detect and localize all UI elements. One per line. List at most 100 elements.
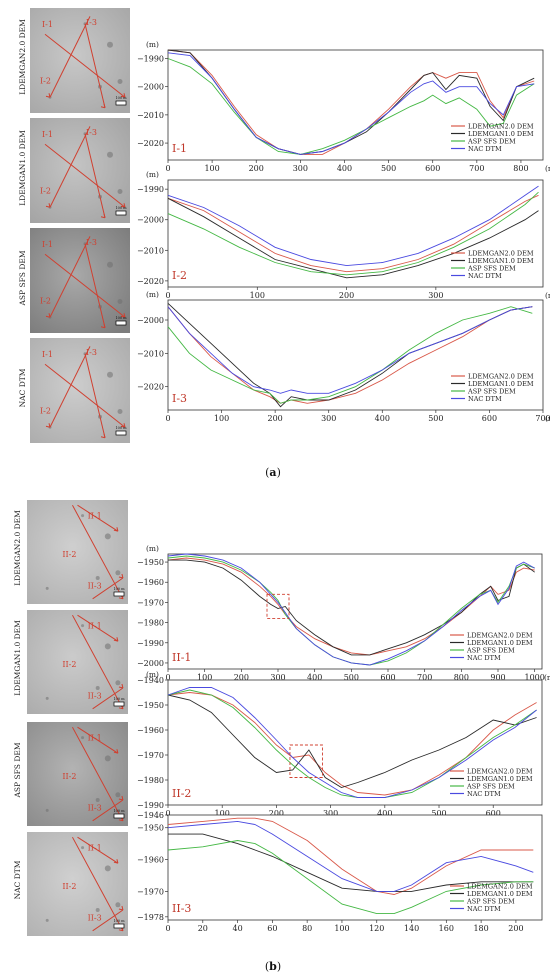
series-line — [167, 194, 539, 273]
x-tick-label: 700 — [417, 673, 432, 682]
scale-bar — [113, 701, 125, 707]
arrow-icon — [120, 313, 126, 318]
crater-mark — [45, 586, 49, 590]
x-tick-label: 40 — [232, 924, 242, 933]
x-tick-label: 500 — [344, 673, 359, 682]
profile-label: I-1 — [42, 20, 53, 29]
highlight-box — [266, 593, 290, 620]
profile-id: I-3 — [172, 392, 187, 405]
legend-label: NAC DTM — [467, 790, 501, 798]
profile-line — [49, 346, 91, 428]
arrow-icon — [100, 103, 106, 109]
profile-line — [44, 253, 126, 318]
x-tick-label: 300 — [270, 673, 285, 682]
profile-id: I-1 — [172, 142, 187, 155]
y-tick-label: −1980 — [137, 776, 164, 785]
scale-label: 100 m — [113, 809, 125, 813]
x-tick-label: 0 — [165, 924, 170, 933]
x-tick-label: 500 — [381, 164, 396, 173]
legend-label: NAC DTM — [468, 145, 502, 153]
side-label-b-0: LDEMGAN2.0 DEM — [13, 510, 22, 586]
arrow-icon — [45, 203, 51, 208]
side-label-a-0: LDEMGAN2.0 DEM — [18, 19, 27, 95]
crater-mark — [104, 865, 111, 872]
x-tick-label: 400 — [377, 809, 392, 818]
profile-label: II-3 — [88, 803, 102, 812]
arrow-icon — [45, 313, 51, 318]
arrow-icon — [118, 905, 124, 911]
profile-line — [49, 236, 91, 318]
legend-label: LDEMGAN2.0 DEM — [468, 249, 534, 257]
arrow-icon — [45, 423, 51, 428]
series-line — [167, 820, 534, 892]
scale-bar — [115, 320, 127, 326]
profile-label: II-3 — [88, 913, 102, 922]
crater-mark — [81, 846, 85, 850]
crater-mark — [95, 576, 100, 580]
profile-line — [84, 353, 106, 438]
x-tick-label: 300 — [323, 809, 338, 818]
arrow-icon — [113, 637, 119, 642]
y-tick-label: −1980 — [137, 619, 164, 628]
series-line — [167, 553, 535, 666]
y-tick-label: −1990 — [137, 801, 164, 810]
arrow-icon — [118, 795, 124, 801]
y-tick-label: −2010 — [137, 111, 164, 120]
plot-frame — [167, 49, 544, 161]
thumbnail-image — [30, 118, 130, 223]
profile-line — [84, 243, 106, 328]
legend-label: LDEMGAN2.0 DEM — [467, 631, 533, 639]
profile-line — [92, 909, 124, 932]
legend-label: ASP SFS DEM — [467, 387, 516, 395]
arrow-icon — [113, 527, 119, 532]
x-unit: (m) — [545, 414, 550, 423]
series-line — [167, 306, 533, 394]
profile-label: II-1 — [88, 622, 102, 631]
side-label-b-1: LDEMGAN1.0 DEM — [13, 620, 22, 696]
y-tick-label: −1990 — [137, 185, 164, 194]
scale-label: 100 m — [113, 587, 125, 591]
series-line — [167, 191, 539, 276]
scale-label: 100 m — [115, 96, 127, 100]
profile-label: II-2 — [62, 882, 76, 891]
series-line — [167, 197, 539, 279]
x-tick-label: 0 — [165, 673, 170, 682]
thumbnail-0-0: I-1 I-2 I-3 100 m — [30, 8, 130, 113]
thumbs-b: LDEMGAN2.0 DEM LDEMGAN1.0 DEM ASP SFS DE… — [13, 510, 22, 900]
y-tick-label: −1990 — [137, 639, 164, 648]
side-label-a-3: NAC DTM — [18, 368, 27, 407]
profile-line — [44, 33, 126, 98]
crater-mark — [107, 371, 113, 378]
caption-a: (a) — [265, 466, 281, 479]
scale-bar — [115, 210, 127, 216]
x-tick-label: 100 — [214, 414, 229, 423]
scale-bar — [115, 100, 127, 106]
x-tick-label: 100 — [197, 673, 212, 682]
x-tick-label: 60 — [267, 924, 277, 933]
profile-label: I-2 — [40, 407, 51, 416]
x-tick-label: 200 — [249, 164, 264, 173]
y-tick-label: −1990 — [137, 54, 164, 63]
y-tick-label: −2020 — [137, 139, 164, 148]
thumbnail-0-2: I-1 I-2 I-3 100 m — [30, 228, 130, 333]
scale-label: 100 m — [115, 206, 127, 210]
profile-label: II-2 — [62, 660, 76, 669]
plot-frame — [167, 814, 543, 921]
profile-line — [84, 23, 106, 108]
thumbnail-1-3: II-1 II-2 II-3 100 m — [27, 832, 128, 936]
thumbnail-1-2: II-1 II-2 II-3 100 m — [27, 722, 128, 826]
crater-mark — [95, 908, 100, 912]
x-unit: (m) — [545, 164, 550, 173]
arrow-icon — [113, 749, 119, 754]
x-tick-label: 800 — [513, 164, 528, 173]
profile-line — [44, 363, 126, 428]
x-tick-label: 0 — [165, 809, 170, 818]
thumbs-a: LDEMGAN2.0 DEM LDEMGAN1.0 DEM ASP SFS DE… — [18, 19, 27, 408]
thumbnail-0-3: I-1 I-2 I-3 100 m — [30, 338, 130, 443]
y-tick-label: −1946 — [137, 811, 164, 820]
crater-mark — [107, 41, 113, 48]
legend-label: ASP SFS DEM — [466, 897, 515, 905]
profile-label: II-3 — [88, 581, 102, 590]
